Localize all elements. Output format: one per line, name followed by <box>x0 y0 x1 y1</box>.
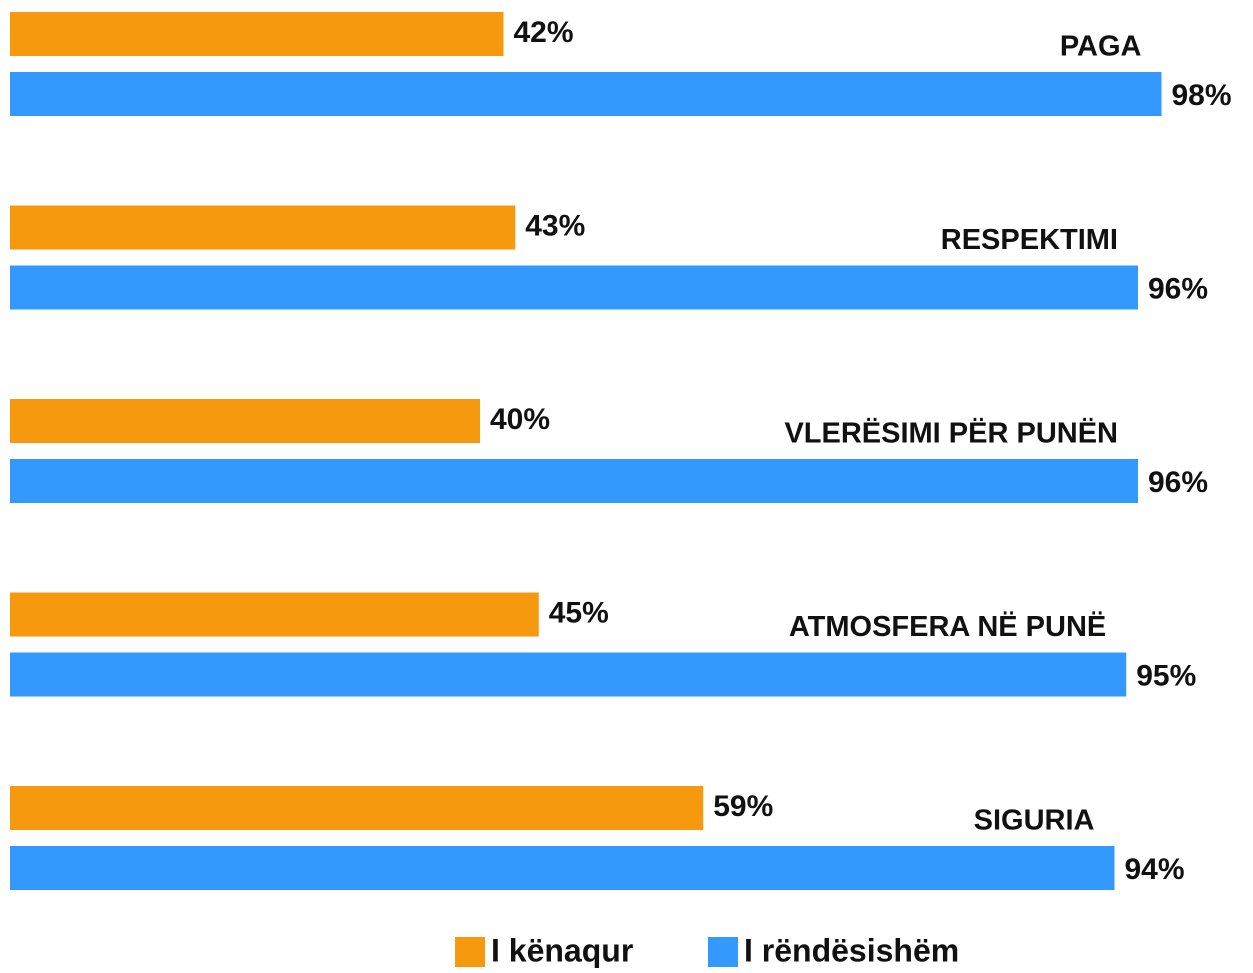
category-label: ATMOSFERA NË PUNË <box>789 610 1106 643</box>
value-label: 42% <box>514 16 574 49</box>
bar <box>10 265 1138 310</box>
bar <box>10 399 480 443</box>
category-label: PAGA <box>1060 31 1142 63</box>
bar <box>10 786 704 830</box>
category-label: RESPEKTIMI <box>941 224 1118 256</box>
value-label: 96% <box>1148 272 1208 305</box>
legend-swatch <box>708 937 738 967</box>
bar <box>10 846 1115 890</box>
legend-label: I rëndësishëm <box>744 932 959 968</box>
value-label: 94% <box>1125 853 1185 886</box>
category-label: VLERËSIMI PËR PUNËN <box>784 417 1118 450</box>
legend-swatch <box>455 937 485 967</box>
value-label: 40% <box>490 403 550 436</box>
bar <box>10 459 1138 503</box>
category-label: SIGURIA <box>974 805 1095 837</box>
value-label: 98% <box>1172 79 1232 112</box>
value-label: 96% <box>1148 466 1208 499</box>
bar <box>10 205 516 250</box>
bar <box>10 72 1162 116</box>
value-label: 95% <box>1136 659 1196 692</box>
bar <box>10 12 504 56</box>
value-label: 43% <box>525 209 585 242</box>
bar <box>10 592 539 637</box>
value-label: 59% <box>713 790 773 823</box>
value-label: 45% <box>549 596 609 629</box>
bar <box>10 652 1127 697</box>
legend-label: I kënaqur <box>491 932 633 968</box>
